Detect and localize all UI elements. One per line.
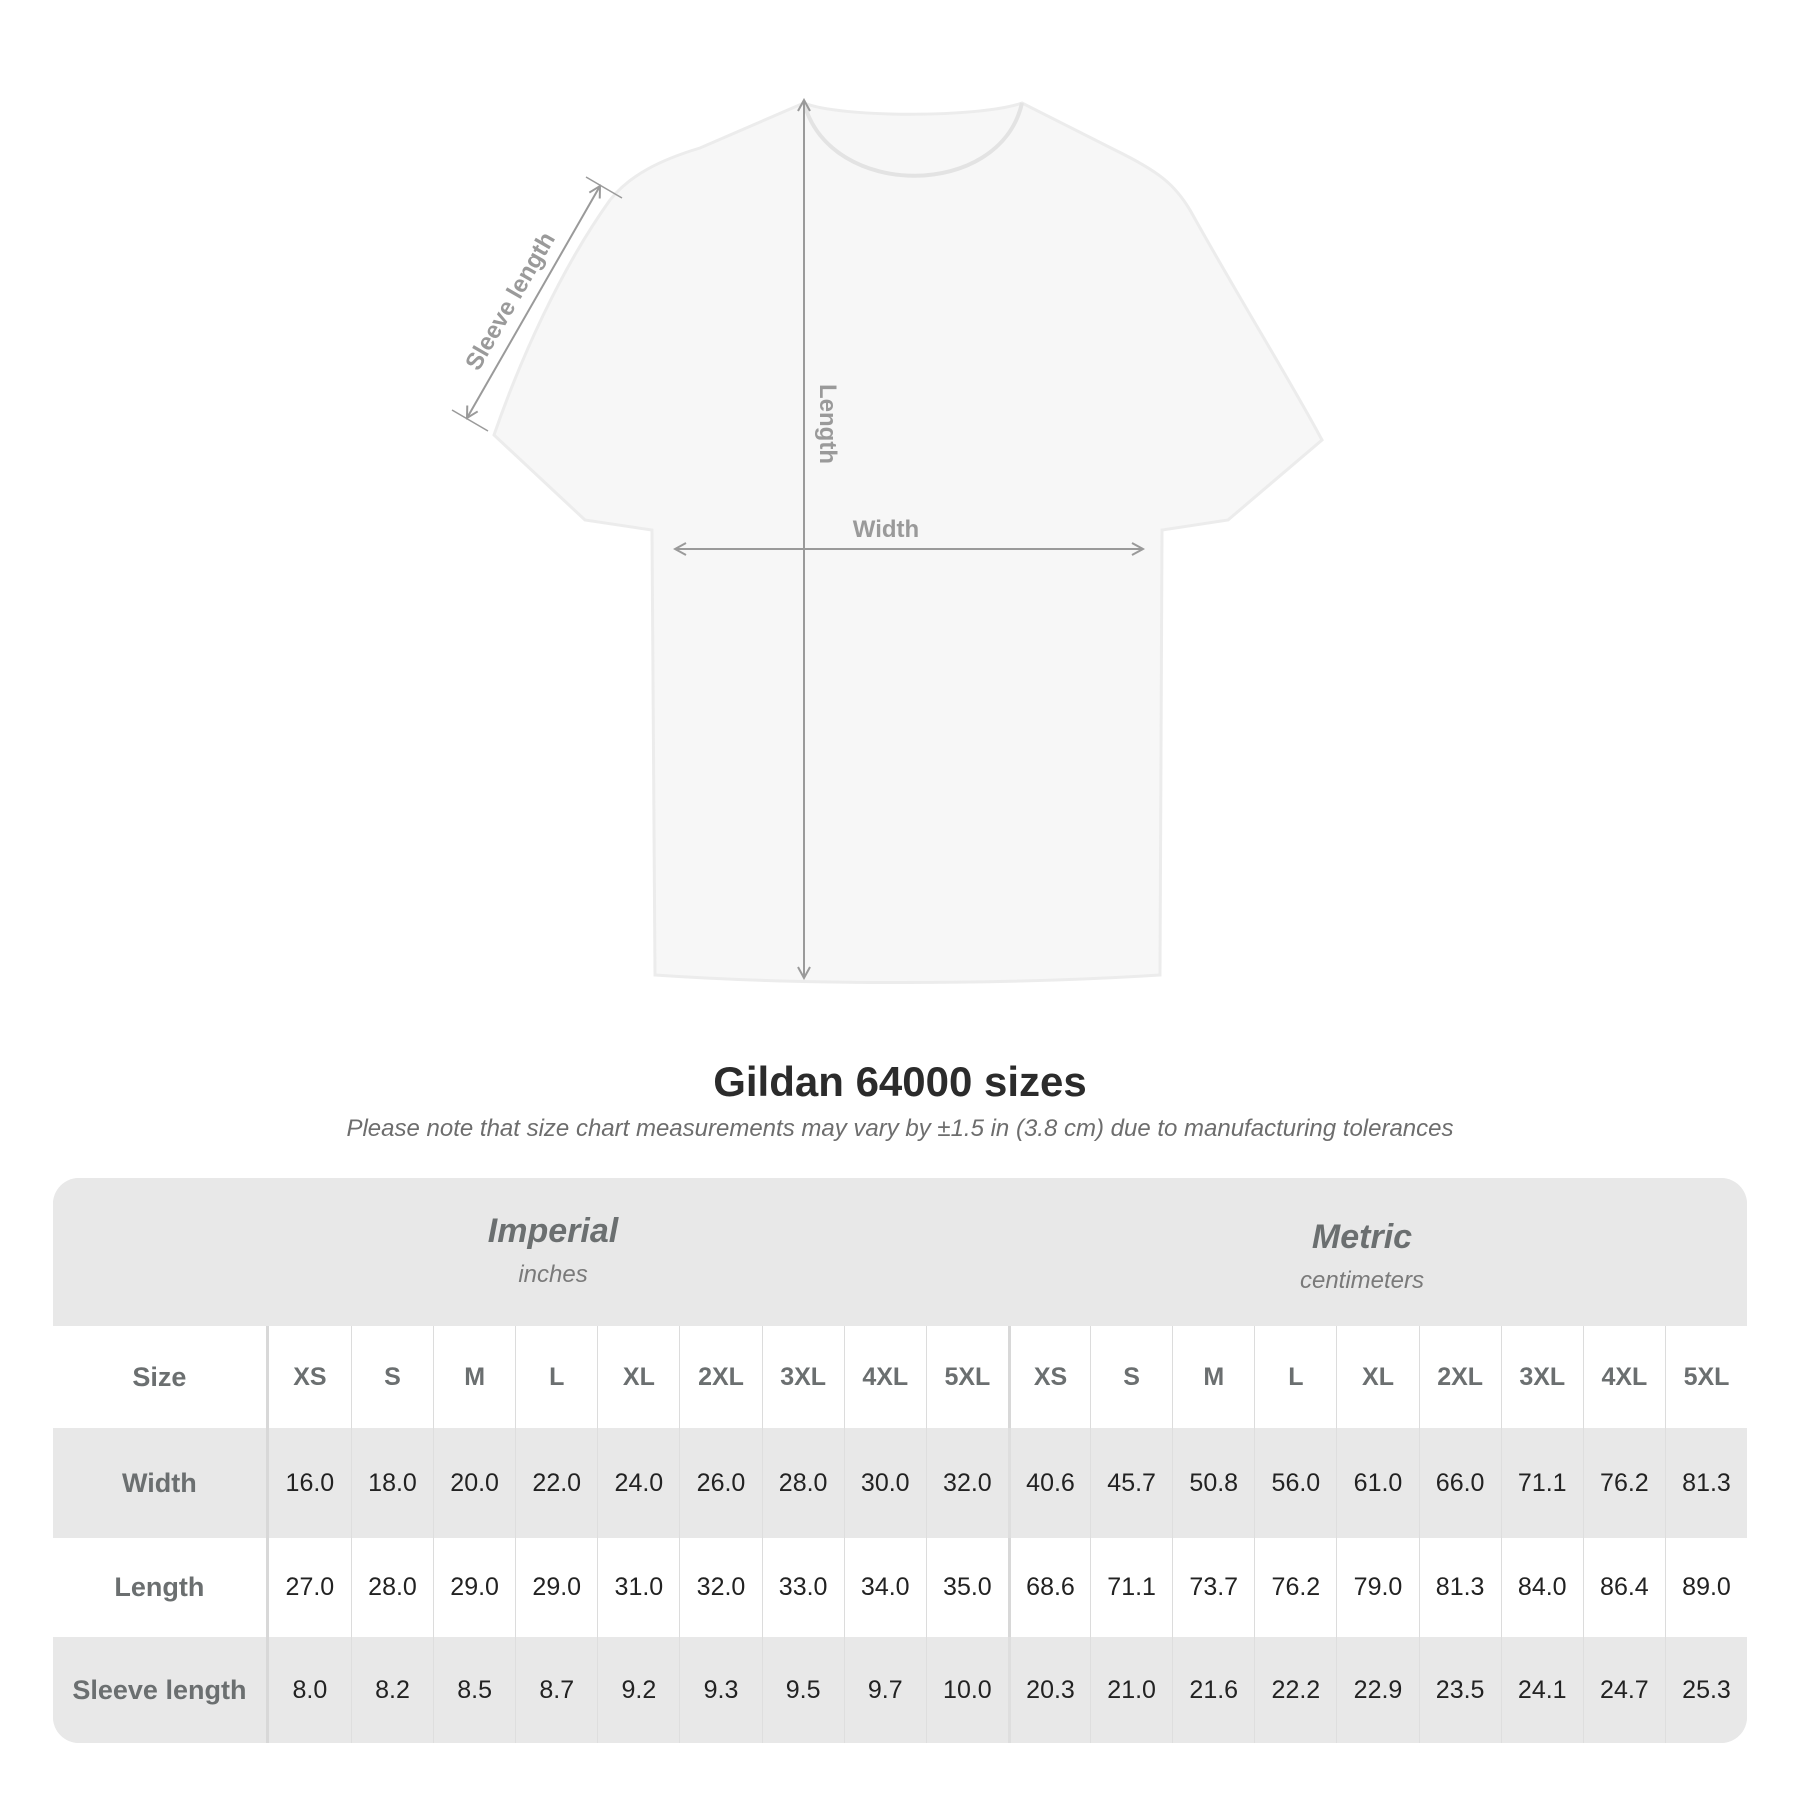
metric-value-cell: 21.6 [1172, 1637, 1254, 1743]
metric-size-header: XL [1336, 1326, 1418, 1428]
imperial-value-cell: 28.0 [350, 1538, 433, 1637]
imperial-value-cell: 30.0 [843, 1428, 926, 1538]
metric-value-cell: 84.0 [1500, 1538, 1583, 1637]
sleeve-arrow [467, 186, 600, 418]
imperial-value-cell: 20.0 [433, 1428, 515, 1538]
size-label: Size [53, 1326, 269, 1428]
metric-value-cell: 73.7 [1172, 1538, 1254, 1637]
imperial-title: Imperial [487, 1212, 619, 1250]
page-title: Gildan 64000 sizes [713, 1058, 1087, 1105]
imperial-size-header: 4XL [843, 1326, 926, 1428]
metric-size-header: S [1090, 1326, 1172, 1428]
imperial-value-cell: 32.0 [679, 1538, 761, 1637]
metric-value-cell: 50.8 [1172, 1428, 1254, 1538]
imperial-value-cell: 27.0 [285, 1573, 335, 1601]
metric-value-cell: 21.0 [1090, 1637, 1172, 1743]
imperial-value-cell: 26.0 [679, 1428, 761, 1538]
metric-value-cell: 76.2 [1582, 1428, 1665, 1538]
metric-value-cell: 71.1 [1500, 1428, 1583, 1538]
table-row: Width 16.0 18.0 20.0 22.0 24.0 26.0 28.0 30.0 32.… [53, 1428, 1747, 1538]
metric-value-cell: 24.1 [1500, 1637, 1583, 1743]
imperial-size-header: 3XL [761, 1326, 844, 1428]
metric-value-cell: 45.7 [1090, 1428, 1172, 1538]
imperial-size-header: 5XL [925, 1326, 1008, 1428]
imperial-value-cell: 9.5 [761, 1637, 844, 1743]
imperial-size-header: S [350, 1326, 433, 1428]
metric-unit: centimeters [1299, 1267, 1425, 1294]
metric-value-cell: 20.3 [1007, 1637, 1090, 1743]
imperial-value-cell: 18.0 [350, 1428, 433, 1538]
metric-size-header: 2XL [1418, 1326, 1501, 1428]
metric-size-header: XS [1007, 1326, 1090, 1428]
imperial-value-cell: 35.0 [925, 1538, 1008, 1637]
length-label: Length [814, 384, 841, 464]
tshirt-collar [802, 102, 1024, 178]
imperial-size-header: L [515, 1326, 597, 1428]
imperial-value-cell: 8.0 [292, 1675, 328, 1704]
imperial-value-cell: 34.0 [843, 1538, 926, 1637]
table-row: Length 27.0 28.0 29.0 29.0 31.0 32.0 33.0 34.0 35… [53, 1538, 1747, 1637]
imperial-value-cell: 8.7 [515, 1637, 597, 1743]
imperial-size-header: M [433, 1326, 515, 1428]
imperial-value-cell: 9.2 [597, 1637, 679, 1743]
imperial-header: Imperial inches [353, 1212, 753, 1289]
metric-value-cell: 22.9 [1336, 1637, 1418, 1743]
imperial-size-header: XS [293, 1362, 327, 1391]
imperial-unit: inches [518, 1261, 588, 1288]
imperial-value-cell: 28.0 [761, 1428, 844, 1538]
imperial-value-cell: 31.0 [597, 1538, 679, 1637]
metric-size-header: 5XL [1664, 1326, 1747, 1428]
imperial-value-cell: 24.0 [597, 1428, 679, 1538]
size-table: Imperial inches Metric centimeters Size X… [53, 1178, 1747, 1743]
metric-title: Metric [1311, 1218, 1413, 1256]
width-label: Width [853, 516, 919, 543]
row-label: Width [53, 1428, 269, 1538]
table-row: Sleeve length 8.0 8.2 8.5 8.7 9.2 9.3 9.5 9.7 10.… [53, 1637, 1747, 1743]
imperial-value-cell: 9.7 [843, 1637, 926, 1743]
unit-header: Imperial inches Metric centimeters [53, 1178, 1747, 1326]
metric-value-cell: 61.0 [1336, 1428, 1418, 1538]
metric-value-cell: 86.4 [1582, 1538, 1665, 1637]
imperial-value-cell: 16.0 [285, 1468, 335, 1497]
imperial-value-cell: 29.0 [515, 1538, 597, 1637]
metric-value-cell: 89.0 [1664, 1538, 1747, 1637]
metric-value-cell: 68.6 [1007, 1538, 1090, 1637]
imperial-value-cell: 10.0 [925, 1637, 1008, 1743]
imperial-value-cell: 33.0 [761, 1538, 844, 1637]
metric-value-cell: 24.7 [1582, 1637, 1665, 1743]
row-label: Sleeve length [53, 1637, 269, 1743]
imperial-value-cell: 8.2 [350, 1637, 433, 1743]
metric-value-cell: 71.1 [1090, 1538, 1172, 1637]
metric-size-header: 4XL [1582, 1326, 1665, 1428]
metric-size-header: 3XL [1500, 1326, 1583, 1428]
metric-value-cell: 40.6 [1007, 1428, 1090, 1538]
metric-header: Metric centimeters [1162, 1218, 1562, 1295]
metric-value-cell: 66.0 [1418, 1428, 1501, 1538]
imperial-value-cell: 8.5 [433, 1637, 515, 1743]
imperial-value-cell: 32.0 [925, 1428, 1008, 1538]
tshirt-diagram: Sleeve length Length Width [451, 0, 1324, 984]
metric-value-cell: 25.3 [1664, 1637, 1747, 1743]
imperial-value-cell: 9.3 [679, 1637, 761, 1743]
tolerance-note: Please note that size chart measurements… [346, 1115, 1454, 1142]
row-label: Length [53, 1538, 269, 1637]
imperial-value-cell: 22.0 [515, 1428, 597, 1538]
metric-value-cell: 56.0 [1254, 1428, 1336, 1538]
metric-size-header: M [1172, 1326, 1254, 1428]
metric-value-cell: 81.3 [1664, 1428, 1747, 1538]
metric-value-cell: 22.2 [1254, 1637, 1336, 1743]
imperial-size-header: XL [597, 1326, 679, 1428]
metric-value-cell: 79.0 [1336, 1538, 1418, 1637]
imperial-value-cell: 29.0 [433, 1538, 515, 1637]
size-header-row: Size XS S M L XL 2XL 3XL 4XL 5XL XS S M L XL 2XL 3XL 4XL 5… [53, 1326, 1747, 1428]
imperial-size-header: 2XL [679, 1326, 761, 1428]
metric-value-cell: 81.3 [1418, 1538, 1501, 1637]
metric-value-cell: 23.5 [1418, 1637, 1501, 1743]
metric-size-header: L [1254, 1326, 1336, 1428]
metric-value-cell: 76.2 [1254, 1538, 1336, 1637]
